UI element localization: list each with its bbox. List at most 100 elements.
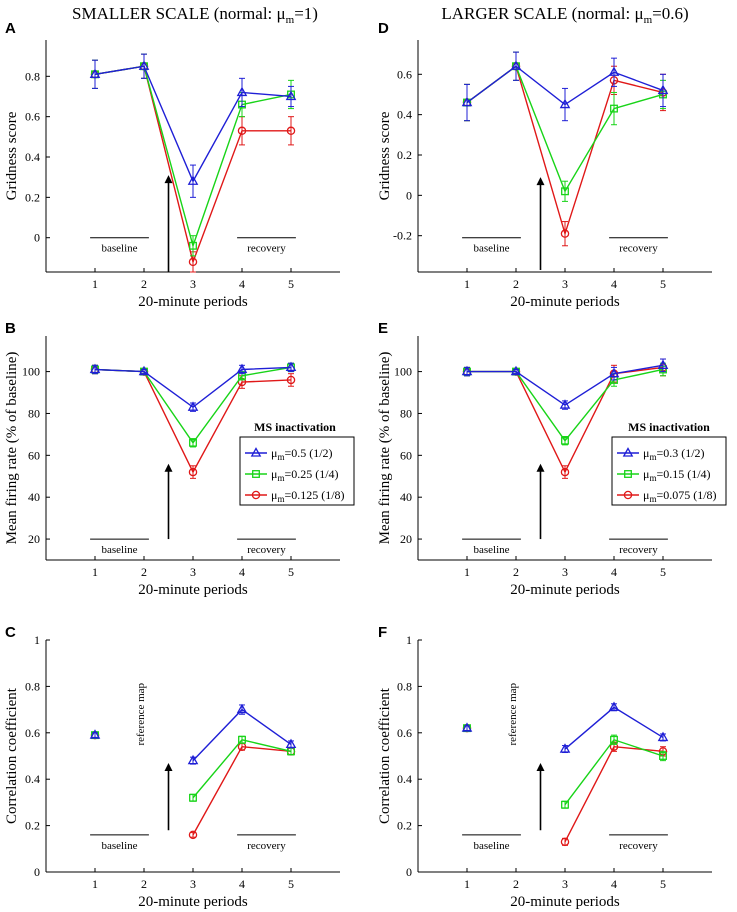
data-point: [559, 98, 571, 109]
data-point: [187, 175, 199, 185]
chart-panel-e: E 1 2 3 4 5 20 40 60 80 100 20-minute periods Mean f…: [377, 320, 727, 598]
baseline-label: baseline: [101, 544, 137, 556]
y-tick-label: 1: [406, 633, 412, 647]
legend-label: μm=0.25 (1/4): [271, 467, 339, 483]
legend-entry: μm=0.5 (1/2): [245, 446, 333, 462]
inactivation-arrowhead: [164, 762, 173, 771]
y-tick-label: 0.6: [397, 726, 412, 740]
y-axis-label: Mean firing rate (% of baseline): [377, 352, 393, 545]
legend-marker: [624, 470, 632, 478]
y-tick-label: 100: [22, 365, 40, 379]
x-tick-label: 2: [141, 565, 147, 579]
panel-letter: E: [378, 320, 388, 337]
inactivation-arrowhead: [536, 762, 545, 771]
panel-letter: A: [5, 20, 16, 37]
y-tick-label: 0.4: [25, 150, 40, 164]
y-tick-label: 20: [28, 532, 40, 546]
chart-panel-c: C 1 2 3 4 5 0 0.2 0.4 0.6 0.8 1 20-minute periods Cor…: [4, 624, 340, 910]
y-tick-label: 60: [400, 448, 412, 462]
legend-title: MS inactivation: [254, 420, 336, 434]
data-point: [608, 367, 620, 378]
x-tick-label: 3: [190, 277, 196, 291]
y-tick-label: 80: [28, 406, 40, 420]
recovery-label: recovery: [247, 243, 286, 255]
baseline-label: baseline: [101, 840, 137, 852]
legend-label: μm=0.075 (1/8): [643, 488, 717, 504]
y-tick-label: 0.8: [25, 69, 40, 83]
data-point: [608, 66, 620, 76]
legend-entry: μm=0.15 (1/4): [617, 467, 711, 483]
data-point: [236, 703, 248, 714]
column-title-larger: LARGER SCALE (normal: μm=0.6): [441, 4, 688, 26]
data-point: [236, 363, 248, 374]
baseline-label: baseline: [101, 243, 137, 255]
x-tick-label: 5: [288, 877, 294, 891]
series-red: [90, 730, 296, 840]
data-point: [461, 365, 473, 376]
data-point: [610, 104, 618, 113]
x-tick-label: 3: [562, 565, 568, 579]
legend-marker: [251, 490, 261, 500]
x-tick-label: 4: [239, 565, 245, 579]
x-tick-label: 3: [190, 877, 196, 891]
data-point: [189, 241, 197, 250]
x-tick-label: 4: [611, 565, 617, 579]
data-point: [659, 752, 667, 760]
series-blue: [461, 358, 669, 410]
reference-map-label: reference map: [135, 682, 147, 745]
x-axis-label: 20-minute periods: [138, 294, 248, 310]
data-point: [286, 375, 296, 385]
y-tick-label: 0: [34, 231, 40, 245]
data-point: [559, 743, 571, 753]
reference-map-label: reference map: [507, 682, 519, 745]
y-tick-label: 0: [406, 188, 412, 202]
data-point: [657, 359, 669, 369]
x-tick-label: 5: [660, 877, 666, 891]
x-tick-label: 2: [513, 877, 519, 891]
y-tick-label: 40: [28, 490, 40, 504]
y-tick-label: 20: [400, 532, 412, 546]
data-point: [610, 735, 618, 744]
recovery-label: recovery: [247, 544, 286, 556]
chart-panel-f: F 1 2 3 4 5 0 0.2 0.4 0.6 0.8 1 20-minute periods Cor…: [377, 624, 712, 910]
legend-entry: μm=0.075 (1/8): [617, 488, 717, 504]
data-point: [238, 735, 246, 744]
y-tick-label: 0.8: [25, 679, 40, 693]
x-axis-label: 20-minute periods: [138, 582, 248, 598]
x-tick-label: 2: [513, 565, 519, 579]
series-line: [192, 708, 292, 762]
data-point: [89, 363, 101, 374]
data-point: [510, 60, 522, 70]
data-point: [187, 754, 199, 765]
data-point: [657, 84, 669, 95]
x-axis-label: 20-minute periods: [138, 894, 248, 910]
data-point: [89, 729, 101, 739]
series-red: [462, 723, 668, 847]
series-blue: [461, 701, 669, 754]
data-point: [89, 68, 101, 78]
y-axis-label: Gridness score: [377, 111, 393, 200]
data-point: [560, 229, 570, 238]
y-tick-label: 0.2: [397, 819, 412, 833]
series-line: [94, 65, 292, 249]
data-point: [561, 800, 569, 809]
y-tick-label: 0.2: [397, 148, 412, 162]
data-point: [510, 365, 522, 376]
recovery-label: recovery: [619, 243, 658, 255]
x-tick-label: 3: [562, 877, 568, 891]
data-point: [561, 436, 569, 445]
x-tick-label: 1: [464, 277, 470, 291]
data-point: [138, 365, 150, 376]
data-point: [561, 187, 569, 196]
y-tick-label: 0.6: [397, 67, 412, 81]
legend-marker: [623, 490, 633, 500]
baseline-label: baseline: [473, 840, 509, 852]
recovery-label: recovery: [619, 544, 658, 556]
inactivation-arrowhead: [164, 463, 173, 472]
data-point: [188, 830, 198, 840]
y-tick-label: 0.2: [25, 819, 40, 833]
x-tick-label: 3: [190, 565, 196, 579]
series-line: [94, 366, 292, 409]
data-point: [188, 467, 198, 477]
y-tick-label: 40: [400, 490, 412, 504]
